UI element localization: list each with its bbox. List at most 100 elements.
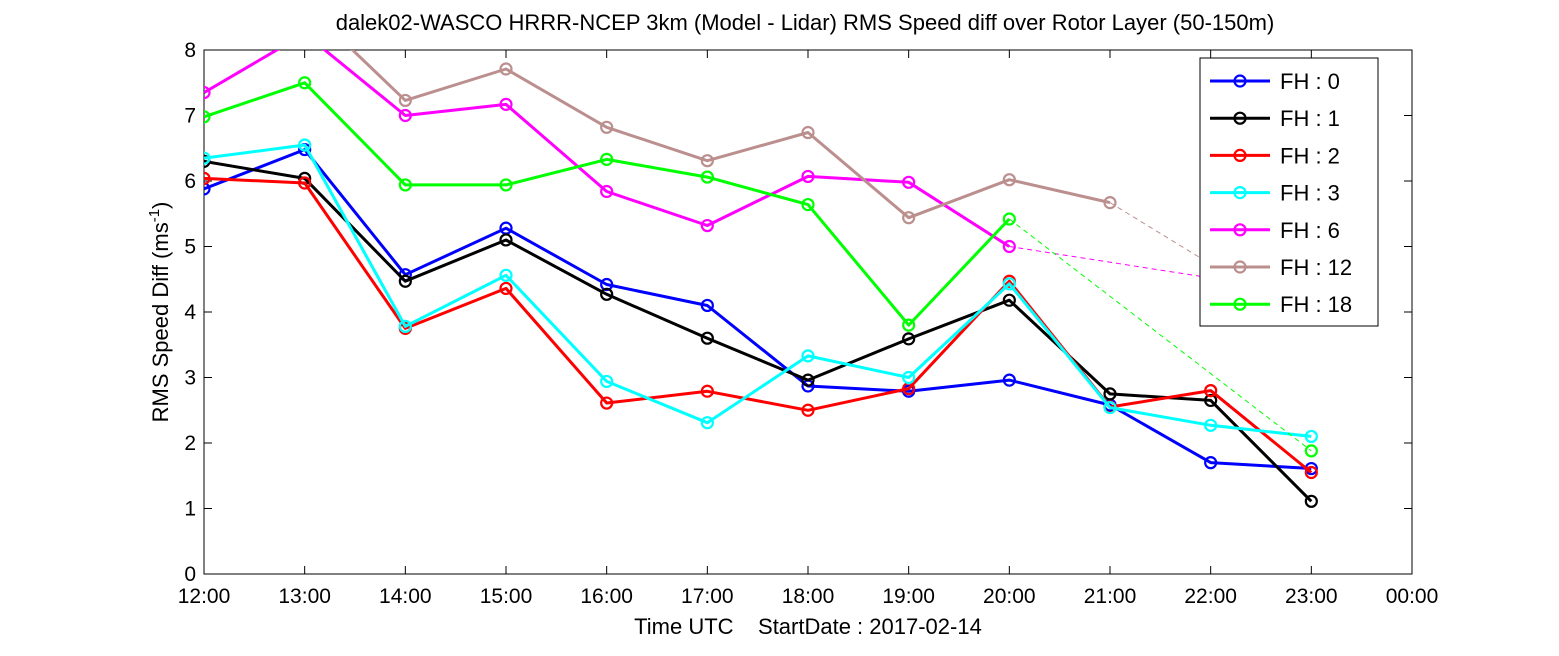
x-tick-label: 00:00 <box>1386 585 1439 608</box>
data-point <box>700 416 714 430</box>
data-point <box>600 152 614 166</box>
series-line <box>204 176 1313 474</box>
y-tick-label: 2 <box>184 432 196 455</box>
legend-item: FH : 12 <box>1210 255 1352 280</box>
x-axis: 12:00 13:00 14:00 15:00 16:00 17:00 18:00 19:00… <box>178 50 1439 608</box>
x-tick-label: 22:00 <box>1184 585 1237 608</box>
data-point <box>902 332 916 346</box>
legend-item: FH : 2 <box>1210 143 1340 168</box>
series-line <box>204 143 1312 438</box>
legend-label: FH : 12 <box>1280 255 1352 280</box>
data-point <box>199 18 210 29</box>
data-point <box>700 154 714 168</box>
legend-label: FH : 3 <box>1280 181 1340 206</box>
data-point <box>204 85 211 100</box>
data-point <box>600 120 614 134</box>
legend-item: FH : 1 <box>1210 106 1340 131</box>
y-axis-label-end: ) <box>148 202 173 209</box>
data-point <box>499 178 513 192</box>
legend-label: FH : 6 <box>1280 218 1340 243</box>
series-gap-line <box>1009 218 1312 452</box>
data-point <box>499 268 513 282</box>
data-point <box>499 62 513 76</box>
data-point <box>700 218 714 233</box>
data-point <box>801 373 815 387</box>
data-point <box>600 374 614 389</box>
data-point <box>1304 465 1318 480</box>
data-point <box>204 171 211 185</box>
data-point <box>801 125 815 140</box>
data-point <box>298 176 312 190</box>
series-line <box>204 148 1312 470</box>
series-gap-line <box>1109 202 1211 265</box>
data-point <box>600 277 614 292</box>
data-point <box>299 0 310 10</box>
legend: FH : 0 FH : 1 FH : 2 FH : 3 FH : 6 FH : 12 FH … <box>1199 57 1379 327</box>
data-point <box>600 287 614 301</box>
y-tick-label: 5 <box>184 236 196 259</box>
x-tick-label: 15:00 <box>480 585 533 608</box>
series-6 <box>204 76 1318 458</box>
x-tick-label: 20:00 <box>983 585 1036 608</box>
data-point <box>499 233 513 247</box>
legend-swatch-marker <box>1233 260 1247 274</box>
data-point <box>499 97 513 111</box>
data-point <box>801 403 815 417</box>
data-point <box>700 384 714 398</box>
y-tick-label: 7 <box>184 105 196 128</box>
data-point <box>1002 277 1016 291</box>
series-layer <box>199 0 1318 508</box>
data-point <box>398 108 412 123</box>
data-point <box>801 197 815 212</box>
x-axis-label: Time UTC StartDate : 2017-02-14 <box>634 614 982 639</box>
series-line <box>204 81 1011 327</box>
series-gap-line <box>1009 246 1211 279</box>
data-point <box>801 169 815 184</box>
data-point <box>298 76 312 90</box>
data-point <box>1204 456 1218 470</box>
data-point <box>902 211 916 225</box>
data-point <box>299 28 310 39</box>
y-tick-label: 4 <box>184 301 196 324</box>
legend-swatch-marker <box>1233 223 1247 237</box>
x-tick-label: 17:00 <box>681 585 734 608</box>
data-point <box>398 274 412 288</box>
legend-swatch-marker <box>1233 186 1247 200</box>
data-point <box>204 182 211 196</box>
data-point <box>1304 494 1318 508</box>
x-tick-label: 23:00 <box>1285 585 1338 608</box>
y-tick-label: 8 <box>184 39 196 62</box>
x-tick-label: 13:00 <box>278 585 331 608</box>
x-tick-label: 14:00 <box>379 585 432 608</box>
x-tick-label: 21:00 <box>1084 585 1137 608</box>
data-point <box>1304 444 1318 458</box>
data-point <box>902 175 916 189</box>
data-point <box>700 298 714 313</box>
y-axis-label-superscript: -1 <box>146 209 163 222</box>
data-point <box>298 138 312 152</box>
data-point <box>1002 212 1016 226</box>
legend-swatch-marker <box>1233 297 1247 311</box>
legend-item: FH : 6 <box>1210 218 1340 243</box>
data-point <box>1002 173 1016 187</box>
series-line <box>204 159 1313 503</box>
data-point <box>398 93 412 108</box>
data-point <box>600 184 614 199</box>
legend-item: FH : 18 <box>1210 292 1352 317</box>
series-3 <box>204 138 1318 444</box>
x-tick-label: 12:00 <box>178 585 231 608</box>
series-1 <box>204 154 1318 508</box>
data-point <box>902 318 916 332</box>
y-tick-label: 6 <box>184 170 196 193</box>
data-point <box>398 178 412 192</box>
x-tick-label: 18:00 <box>782 585 835 608</box>
y-tick-label: 1 <box>184 498 196 521</box>
data-point <box>1002 293 1016 307</box>
series-4 <box>204 28 1218 285</box>
data-point <box>1204 393 1218 408</box>
data-point <box>204 110 211 124</box>
data-point <box>1103 387 1117 401</box>
data-point <box>1103 196 1117 210</box>
data-point <box>700 331 714 345</box>
data-point <box>1304 429 1318 444</box>
